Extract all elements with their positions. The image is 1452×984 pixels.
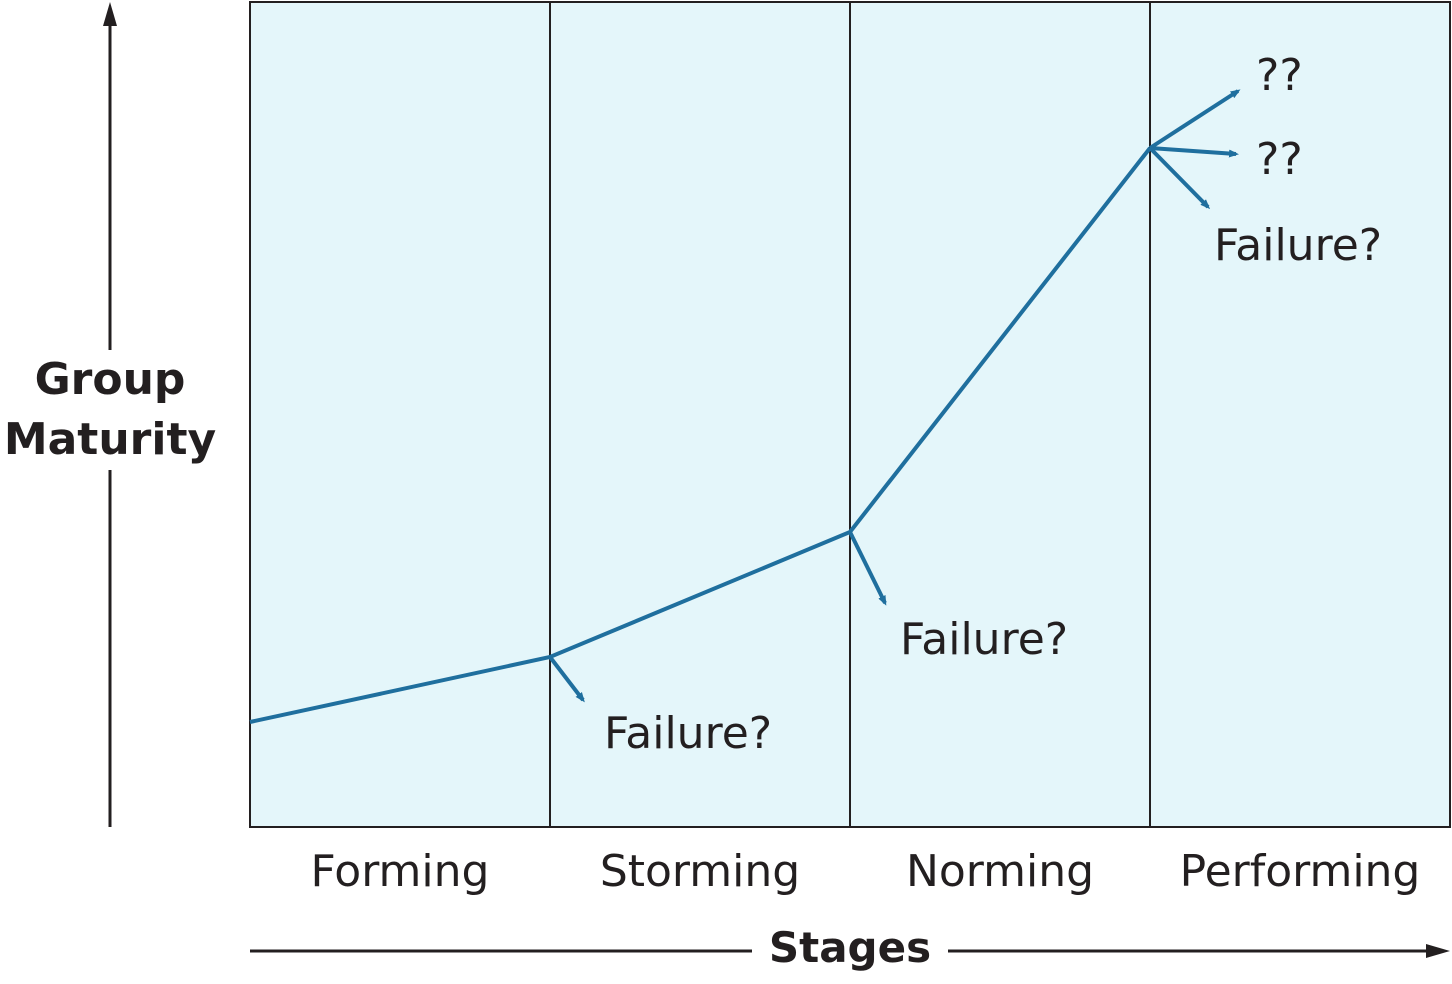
y-axis-label-line2: Maturity (3, 414, 217, 465)
outcome-arrow-up (1148, 89, 1241, 150)
y-axis-label-line1: Group (34, 354, 186, 405)
stage-panel-storming (550, 2, 850, 827)
failure-label-storming: Failure? (604, 708, 773, 759)
stage-panel-forming (250, 2, 550, 827)
failure-arrow-performing (1148, 146, 1211, 210)
failure-label-performing: Failure? (1214, 220, 1383, 271)
stage-panel-performing (1150, 2, 1450, 827)
y-axis-label: Group Maturity (0, 350, 220, 470)
stage-label-performing: Performing (1179, 846, 1421, 897)
stage-panel-norming (850, 2, 1150, 827)
stage-label-norming: Norming (905, 846, 1095, 897)
stage-label-forming: Forming (310, 846, 490, 897)
unknown-outcome-label-1: ?? (1256, 50, 1303, 101)
maturity-line (249, 146, 1152, 724)
y-axis-arrowhead (103, 2, 117, 26)
unknown-outcome-label-2: ?? (1256, 134, 1303, 185)
x-axis-arrowhead (1426, 944, 1450, 958)
failure-arrow-storming (548, 655, 585, 703)
outcome-arrow-level (1149, 146, 1239, 158)
x-axis-label: Stages (752, 918, 948, 978)
failure-label-norming: Failure? (900, 614, 1069, 665)
stage-label-storming: Storming (599, 846, 801, 897)
failure-arrow-norming (848, 531, 887, 606)
